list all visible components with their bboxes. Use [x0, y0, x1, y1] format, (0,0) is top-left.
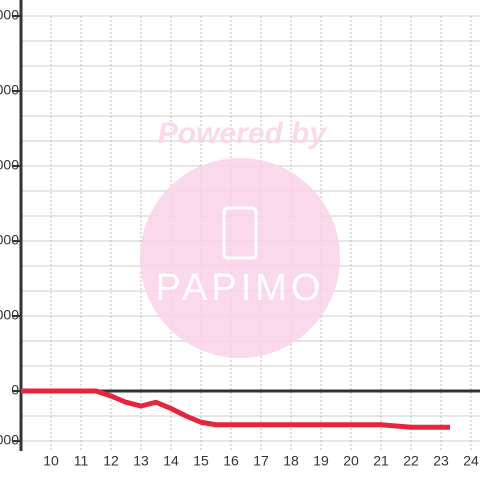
x-tick-label: 23	[433, 453, 449, 469]
x-tick-label: 24	[463, 453, 479, 469]
x-tick-label: 19	[313, 453, 329, 469]
x-tick-label: 11	[74, 453, 89, 469]
line	[21, 388, 450, 430]
x-tick-label: 16	[223, 453, 239, 469]
watermark-logo: PAPIMO	[156, 267, 325, 309]
x-tick-label: 12	[103, 453, 119, 469]
watermark: Powered by PAPIMO	[140, 117, 340, 358]
y-tick-label: 150,000	[0, 7, 19, 23]
x-tick-label: 17	[253, 453, 269, 469]
x-tick-label: 15	[193, 453, 209, 469]
x-tick-label: 22	[403, 453, 419, 469]
y-tick-label: 30,000	[0, 307, 19, 323]
watermark-icon	[222, 206, 258, 260]
x-tick-label: 20	[343, 453, 359, 469]
x-tick-label: 10	[43, 453, 59, 469]
y-tick-label: 60,000	[0, 232, 19, 248]
y-tick-label: 90,000	[0, 157, 19, 173]
x-tick-label: 14	[163, 453, 179, 469]
y-tick-label: -20,000	[0, 432, 19, 448]
watermark-text: Powered by	[158, 117, 328, 150]
x-tick-label: 13	[133, 453, 149, 469]
x-tick-label: 21	[373, 453, 389, 469]
x-tick-label: 18	[283, 453, 299, 469]
y-tick-label: 0	[11, 382, 19, 398]
y-tick-label: 120,000	[0, 82, 19, 98]
